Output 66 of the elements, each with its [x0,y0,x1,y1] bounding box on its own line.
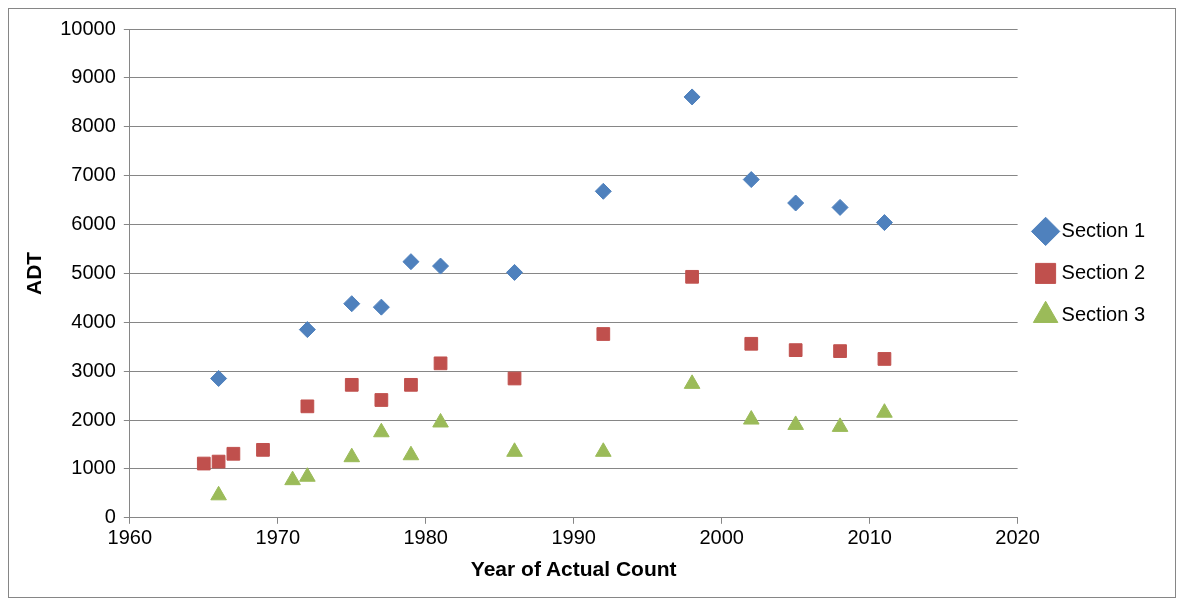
point [742,410,760,425]
y-tick-label: 5000 [71,260,116,283]
point [742,171,760,189]
y-tick-label: 0 [104,505,116,528]
point [596,327,611,341]
point [210,369,228,387]
y-tick-label: 2000 [71,407,116,430]
point [256,442,270,457]
y-tick-label: 7000 [71,163,116,186]
point [433,356,448,371]
point [300,399,315,414]
point [507,371,522,386]
point [875,214,893,232]
point [744,336,759,351]
point [196,456,211,471]
y-tick-label: 1000 [71,456,116,479]
y-axis-title: ADT [22,251,46,295]
y-tick-label: 3000 [71,358,116,381]
point [876,403,893,418]
x-tick-label: 1980 [403,526,448,549]
point [833,344,847,358]
point [372,298,390,316]
point [787,194,805,212]
point [432,257,450,275]
x-tick-label: 2020 [995,526,1040,549]
point [788,343,803,358]
point [594,182,612,200]
point [831,198,849,216]
point [683,374,701,389]
point [831,417,849,432]
x-tick-label: 2010 [847,526,892,549]
legend-label: Section 1 [1061,218,1145,241]
legend-label: Section 3 [1061,302,1145,325]
x-tick-label: 2000 [699,526,744,549]
y-tick-label: 6000 [71,212,116,235]
point [226,446,241,461]
point [685,269,699,284]
point [432,412,449,428]
point [877,352,892,366]
point [299,467,316,482]
point [210,485,227,501]
x-tick-label: 1990 [551,526,596,549]
point [211,454,226,469]
point [683,88,701,106]
y-tick-label: 8000 [71,114,116,137]
legend-label: Section 2 [1061,260,1145,283]
point [595,442,612,457]
x-tick-label: 1970 [255,526,301,549]
y-tick-label: 10000 [60,16,116,39]
point [343,295,361,313]
point [404,377,418,392]
point [344,377,359,392]
point [506,442,523,457]
x-axis-title: Year of Actual Count [470,557,677,581]
point [373,422,390,438]
point [374,393,389,407]
point [284,470,301,486]
y-tick-label: 9000 [71,65,116,88]
y-tick-label: 4000 [71,309,116,332]
x-tick-label: 1960 [107,526,153,549]
point [506,263,524,281]
point [402,253,420,271]
point [343,447,361,463]
point [298,321,316,339]
point [402,445,420,461]
point [787,415,804,430]
